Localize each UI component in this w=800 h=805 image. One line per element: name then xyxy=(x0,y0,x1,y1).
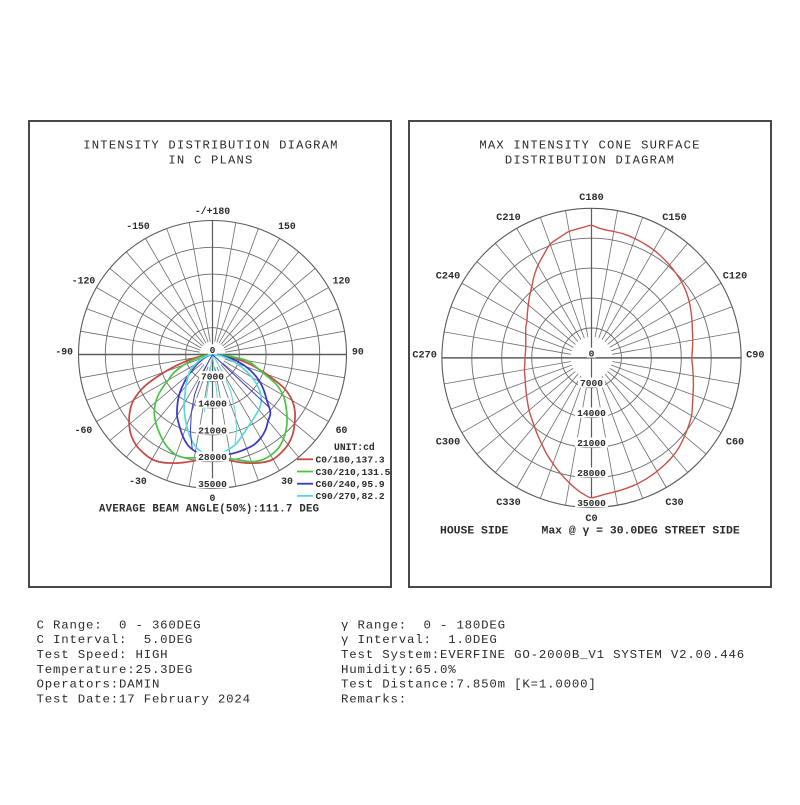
svg-text:IN C PLANS: IN C PLANS xyxy=(168,154,253,168)
svg-text:-90: -90 xyxy=(55,347,73,358)
svg-text:0: 0 xyxy=(210,345,216,356)
svg-text:C90/270,82.2: C90/270,82.2 xyxy=(316,491,385,502)
svg-text:Humidity:65.0%: Humidity:65.0% xyxy=(341,663,456,677)
svg-text:-150: -150 xyxy=(126,221,150,232)
svg-text:Test Speed: HIGH: Test Speed: HIGH xyxy=(37,648,169,662)
svg-text:-/+180: -/+180 xyxy=(195,206,230,217)
svg-text:35000: 35000 xyxy=(577,498,606,509)
svg-text:INTENSITY DISTRIBUTION DIAGRAM: INTENSITY DISTRIBUTION DIAGRAM xyxy=(83,139,338,153)
svg-text:Test Date:17 February 2024: Test Date:17 February 2024 xyxy=(37,693,251,707)
svg-text:90: 90 xyxy=(352,347,364,358)
svg-text:150: 150 xyxy=(278,221,296,232)
svg-text:C30: C30 xyxy=(665,498,683,509)
svg-text:C270: C270 xyxy=(412,351,436,362)
svg-text:C180: C180 xyxy=(579,193,603,204)
svg-text:C0: C0 xyxy=(585,514,597,525)
svg-text:28000: 28000 xyxy=(577,468,606,479)
svg-text:-120: -120 xyxy=(72,276,96,287)
svg-text:28000: 28000 xyxy=(198,452,227,463)
svg-text:C0/180,137.3: C0/180,137.3 xyxy=(316,455,385,466)
svg-text:30: 30 xyxy=(281,476,293,487)
svg-text:14000: 14000 xyxy=(577,408,606,419)
svg-text:Remarks:: Remarks: xyxy=(341,693,407,707)
svg-text:γ Interval: 1.0DEG: γ Interval: 1.0DEG xyxy=(341,633,498,647)
svg-text:C60/240,95.9: C60/240,95.9 xyxy=(316,479,385,490)
svg-text:60: 60 xyxy=(336,425,348,436)
svg-text:7000: 7000 xyxy=(201,372,224,383)
svg-text:C60: C60 xyxy=(726,438,744,449)
svg-text:Temperature:25.3DEG: Temperature:25.3DEG xyxy=(37,663,194,677)
svg-text:Operators:DAMIN: Operators:DAMIN xyxy=(37,678,161,692)
svg-text:DISTRIBUTION DIAGRAM: DISTRIBUTION DIAGRAM xyxy=(505,154,675,168)
svg-text:35000: 35000 xyxy=(198,479,227,490)
svg-text:0: 0 xyxy=(210,493,216,504)
svg-text:C Range: 0 - 360DEG: C Range: 0 - 360DEG xyxy=(37,618,202,632)
svg-text:Test Distance:7.850m [K=1.0000: Test Distance:7.850m [K=1.0000] xyxy=(341,678,597,692)
svg-text:-60: -60 xyxy=(75,425,93,436)
svg-text:C330: C330 xyxy=(496,498,520,509)
svg-text:7000: 7000 xyxy=(580,378,603,389)
svg-text:21000: 21000 xyxy=(577,438,606,449)
svg-text:C150: C150 xyxy=(662,213,686,224)
svg-text:MAX INTENSITY CONE SURFACE: MAX INTENSITY CONE SURFACE xyxy=(479,139,700,153)
svg-text:C30/210,131.5: C30/210,131.5 xyxy=(316,467,391,478)
svg-text:HOUSE SIDE: HOUSE SIDE xyxy=(440,526,509,538)
svg-text:Max @ γ = 30.0DEG STREET SIDE: Max @ γ = 30.0DEG STREET SIDE xyxy=(542,526,740,538)
svg-text:C240: C240 xyxy=(436,272,460,283)
svg-text:Test System:EVERFINE GO-2000B_: Test System:EVERFINE GO-2000B_V1 SYSTEM … xyxy=(341,648,745,662)
svg-text:C Interval: 5.0DEG: C Interval: 5.0DEG xyxy=(37,633,194,647)
svg-text:γ Range: 0 - 180DEG: γ Range: 0 - 180DEG xyxy=(341,618,506,632)
svg-text:120: 120 xyxy=(333,276,351,287)
svg-text:14000: 14000 xyxy=(198,399,227,410)
svg-text:AVERAGE BEAM ANGLE(50%):111.7: AVERAGE BEAM ANGLE(50%):111.7 DEG xyxy=(99,504,319,516)
svg-text:C120: C120 xyxy=(723,272,747,283)
svg-text:21000: 21000 xyxy=(198,425,227,436)
svg-text:0: 0 xyxy=(589,348,595,359)
svg-text:UNIT:cd: UNIT:cd xyxy=(334,442,375,453)
svg-text:C90: C90 xyxy=(746,351,764,362)
svg-text:C210: C210 xyxy=(496,213,520,224)
svg-text:-30: -30 xyxy=(129,476,147,487)
svg-text:C300: C300 xyxy=(436,438,460,449)
